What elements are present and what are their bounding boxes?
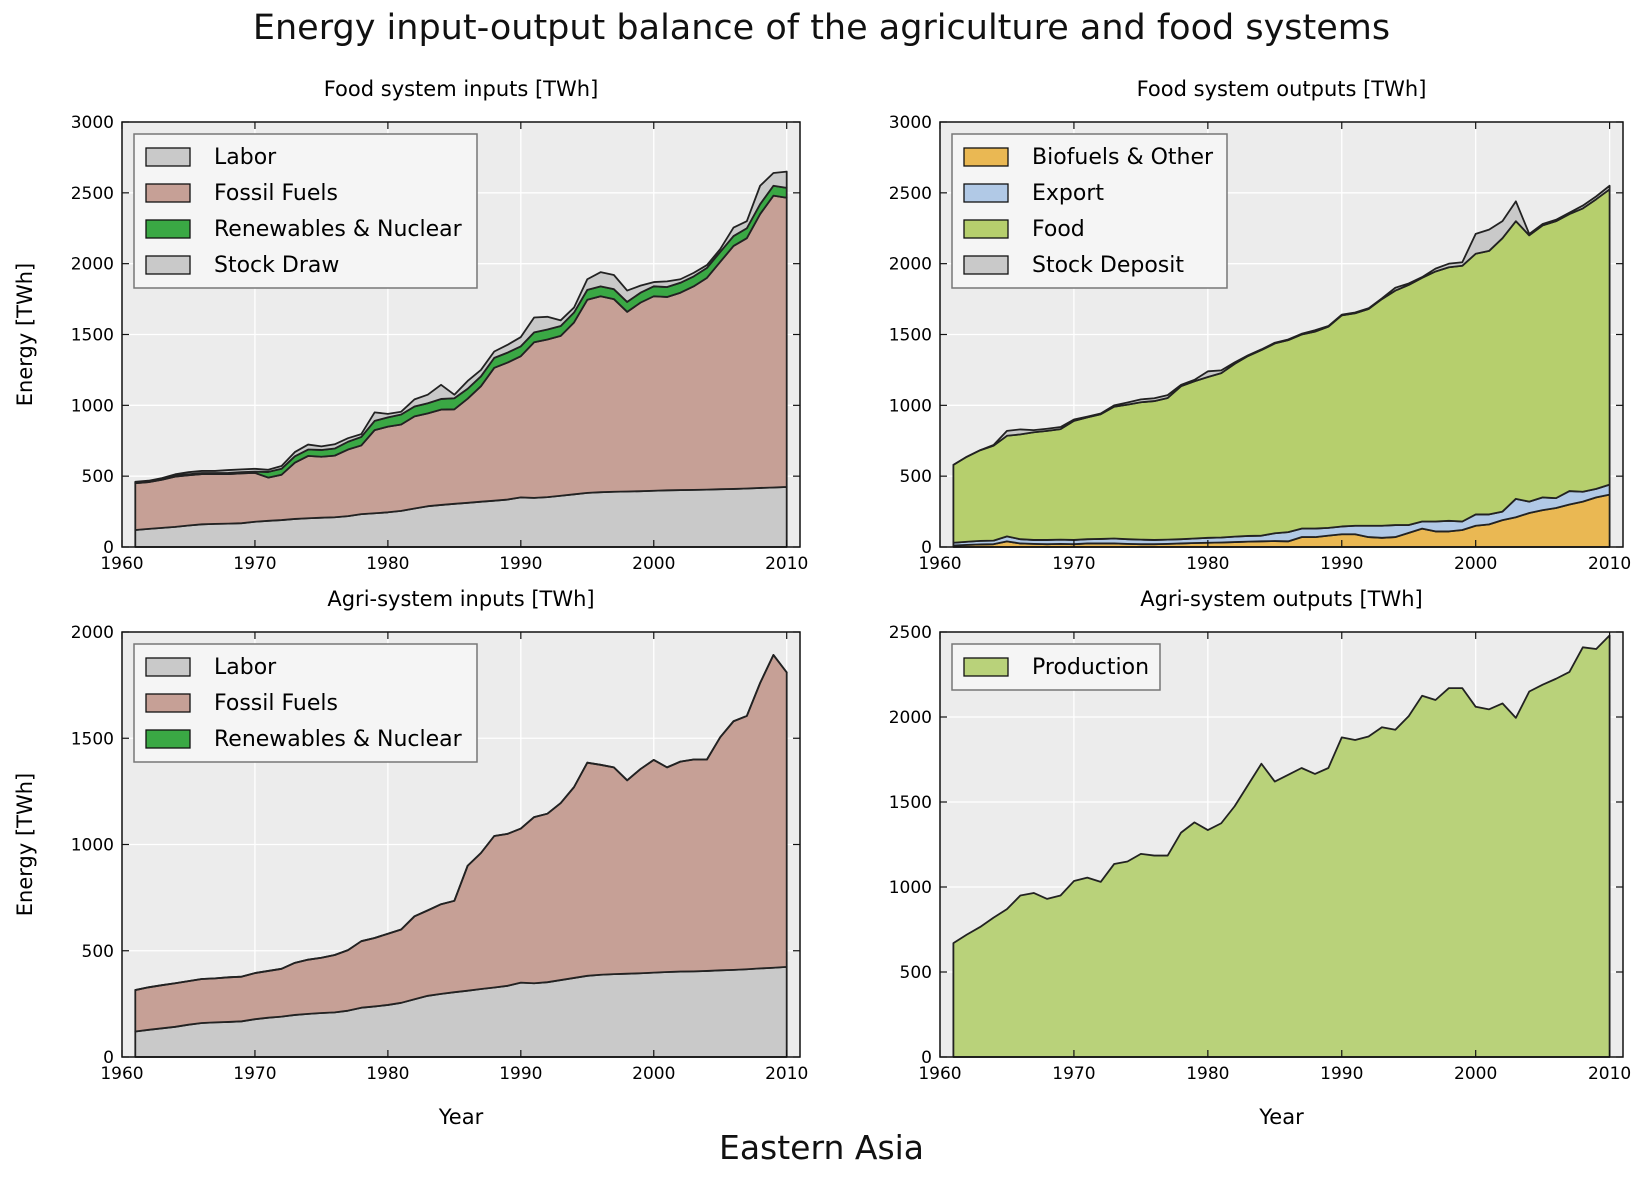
y-tick-label: 2500 — [889, 184, 932, 204]
panel-title: Agri-system outputs [TWh] — [1140, 587, 1423, 611]
legend-swatch — [145, 219, 191, 239]
y-tick-label: 2500 — [889, 623, 932, 643]
y-axis-label: Energy [TWh] — [13, 773, 37, 916]
legend-swatch — [145, 147, 191, 167]
region-label: Eastern Asia — [718, 1128, 925, 1167]
x-tick-label: 1980 — [366, 554, 409, 574]
y-tick-label: 2500 — [71, 184, 114, 204]
y-tick-label: 3000 — [71, 113, 114, 133]
x-tick-label: 1990 — [1320, 554, 1363, 574]
y-tick-label: 500 — [82, 942, 114, 962]
legend-label: Labor — [214, 655, 277, 680]
legend-swatch — [145, 183, 191, 203]
x-tick-label: 1960 — [100, 554, 143, 574]
y-tick-label: 1500 — [889, 793, 932, 813]
chart-agri-inputs: 1960 1970 1980 1990 2000 2010 0 500 1000 1500 2000… — [13, 587, 808, 1129]
y-tick-label: 2000 — [71, 623, 114, 643]
y-tick-label: 0 — [103, 1048, 114, 1068]
legend-label: Production — [1032, 655, 1149, 680]
x-tick-label: 2010 — [1588, 1064, 1631, 1084]
y-axis-label: Energy [TWh] — [13, 263, 37, 406]
y-tick-label: 2000 — [889, 255, 932, 275]
x-tick-label: 1960 — [918, 554, 961, 574]
x-tick-label: 1970 — [1052, 554, 1095, 574]
x-tick-label: 1990 — [499, 554, 542, 574]
x-axis-label: Year — [438, 1105, 484, 1129]
y-tick-label: 1500 — [71, 326, 114, 346]
y-tick-label: 1000 — [889, 878, 932, 898]
legend-swatch — [145, 255, 191, 275]
y-tick-label: 1500 — [71, 729, 114, 749]
chart-agri-outputs: 1960 1970 1980 1990 2000 2010 0 500 1000 1500 2000… — [889, 587, 1632, 1129]
y-tick-label: 1000 — [71, 396, 114, 416]
x-tick-label: 2010 — [1588, 554, 1631, 574]
legend: Production — [951, 643, 1161, 691]
x-tick-label: 1970 — [233, 554, 276, 574]
legend-label: Stock Deposit — [1032, 253, 1184, 278]
y-tick-label: 500 — [900, 963, 932, 983]
panel-title: Food system inputs [TWh] — [324, 77, 599, 101]
x-tick-label: 1970 — [1052, 1064, 1095, 1084]
x-tick-label: 1990 — [1320, 1064, 1363, 1084]
area-series-stock-deposit — [952, 184, 1611, 466]
legend-swatch — [145, 657, 191, 677]
legend-swatch — [963, 219, 1009, 239]
legend-label: Renewables & Nuclear — [214, 727, 463, 752]
legend-label: Food — [1032, 217, 1085, 242]
x-tick-label: 1980 — [1186, 554, 1229, 574]
legend-swatch — [145, 693, 191, 713]
legend-box — [133, 643, 478, 763]
y-tick-label: 1000 — [71, 836, 114, 856]
x-tick-label: 1960 — [100, 1064, 143, 1084]
legend-swatch — [963, 657, 1009, 677]
x-tick-label: 1990 — [499, 1064, 542, 1084]
x-axis-label: Year — [1258, 1105, 1304, 1129]
y-tick-label: 0 — [921, 1048, 932, 1068]
legend-label: Biofuels & Other — [1032, 145, 1214, 170]
area-series-stock-draw — [134, 170, 788, 484]
legend: Labor Fossil Fuels Renewables & Nuclear Sto… — [133, 133, 478, 289]
x-tick-label: 2000 — [632, 554, 675, 574]
x-tick-label: 1980 — [1186, 1064, 1229, 1084]
legend-label: Fossil Fuels — [214, 181, 338, 206]
x-tick-label: 1960 — [918, 1064, 961, 1084]
y-tick-label: 1000 — [889, 396, 932, 416]
x-tick-label: 2010 — [765, 554, 808, 574]
plot-frame — [939, 631, 1624, 1058]
legend-swatch — [963, 147, 1009, 167]
y-tick-label: 3000 — [889, 113, 932, 133]
chart-food-inputs: 1960 1970 1980 1990 2000 2010 0 500 1000 1500 2000… — [13, 77, 808, 574]
panel-title: Agri-system inputs [TWh] — [327, 587, 594, 611]
x-tick-label: 2000 — [1454, 554, 1497, 574]
legend-label: Fossil Fuels — [214, 691, 338, 716]
legend-label: Stock Draw — [214, 253, 339, 278]
chart-food-outputs: 1960 1970 1980 1990 2000 2010 0 500 1000 1500 2000… — [889, 77, 1632, 574]
legend: Biofuels & Other Export Food Stock Deposit — [951, 133, 1228, 289]
y-tick-label: 0 — [103, 538, 114, 558]
y-tick-label: 1500 — [889, 326, 932, 346]
legend-label: Export — [1032, 181, 1104, 206]
y-tick-label: 500 — [82, 467, 114, 487]
panel-title: Food system outputs [TWh] — [1137, 77, 1427, 101]
x-tick-label: 1980 — [366, 1064, 409, 1084]
legend-label: Labor — [214, 145, 277, 170]
legend-swatch — [963, 255, 1009, 275]
x-tick-label: 1970 — [233, 1064, 276, 1084]
y-tick-label: 2000 — [889, 708, 932, 728]
legend-swatch — [145, 729, 191, 749]
legend: Labor Fossil Fuels Renewables & Nuclear — [133, 643, 478, 763]
figure-title: Energy input-output balance of the agric… — [252, 8, 1391, 48]
y-tick-label: 500 — [900, 467, 932, 487]
x-tick-label: 2000 — [1454, 1064, 1497, 1084]
legend-box — [133, 133, 478, 289]
y-tick-label: 0 — [921, 538, 932, 558]
area-series-renewables-nuclear — [134, 654, 788, 991]
legend-swatch — [963, 183, 1009, 203]
x-tick-label: 2010 — [765, 1064, 808, 1084]
legend-label: Renewables & Nuclear — [214, 217, 463, 242]
x-tick-label: 2000 — [632, 1064, 675, 1084]
y-tick-label: 2000 — [71, 255, 114, 275]
